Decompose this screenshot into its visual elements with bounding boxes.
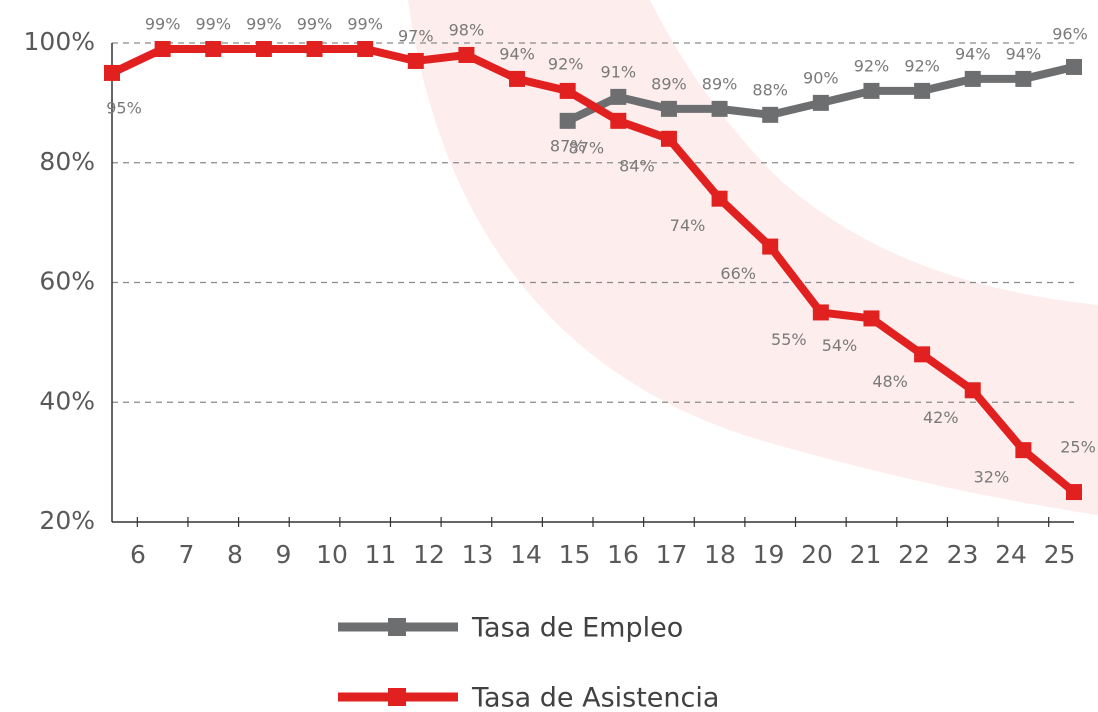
- legend-label: Tasa de Asistencia: [471, 683, 719, 712]
- y-tick-label: 80%: [39, 147, 95, 176]
- x-tick-label: 20: [801, 540, 833, 569]
- point-marker: [1066, 484, 1082, 501]
- point-marker: [812, 94, 829, 111]
- data-label: 74%: [670, 216, 706, 235]
- point-marker: [762, 238, 779, 255]
- x-tick-label: 9: [276, 540, 292, 569]
- data-label: 90%: [803, 68, 839, 87]
- y-tick-label: 100%: [24, 27, 95, 56]
- point-marker: [1015, 70, 1032, 87]
- data-label: 96%: [1052, 24, 1088, 43]
- data-label: 66%: [720, 264, 756, 283]
- point-marker: [812, 304, 829, 321]
- point-marker: [1066, 58, 1082, 75]
- legend-label: Tasa de Empleo: [471, 613, 683, 644]
- y-tick-label: 60%: [39, 267, 95, 296]
- data-label: 32%: [974, 468, 1010, 487]
- series-line: [110, 44, 1077, 496]
- x-tick-label: 11: [365, 540, 397, 569]
- legend: Tasa de Empleo Tasa de Asistencia: [338, 613, 719, 712]
- data-label: 89%: [651, 74, 687, 93]
- x-tick-label: 25: [1044, 540, 1076, 569]
- data-label: 99%: [195, 14, 231, 33]
- x-tick-label: 14: [510, 540, 542, 569]
- x-tick-label: 16: [607, 540, 639, 569]
- x-tick-label: 13: [462, 540, 494, 569]
- point-marker: [1015, 442, 1032, 459]
- point-marker: [610, 88, 627, 105]
- x-tick-label: 10: [316, 540, 348, 569]
- data-label: 48%: [872, 372, 908, 391]
- point-marker: [711, 190, 728, 207]
- point-marker: [104, 64, 120, 81]
- point-marker: [559, 82, 576, 99]
- point-marker: [660, 100, 677, 117]
- point-marker: [407, 52, 424, 69]
- data-label: 88%: [752, 80, 788, 99]
- y-tick-label: 40%: [39, 386, 95, 415]
- data-label: 54%: [822, 336, 858, 355]
- point-marker: [255, 40, 272, 57]
- x-tick-label: 17: [656, 540, 688, 569]
- point-marker: [863, 310, 880, 327]
- data-label: 87%: [550, 136, 586, 155]
- x-tick-label: 23: [947, 540, 979, 569]
- x-tick-label: 22: [898, 540, 930, 569]
- point-marker: [914, 346, 931, 363]
- point-marker: [711, 100, 728, 117]
- data-label: 92%: [854, 56, 890, 75]
- point-marker: [458, 46, 475, 63]
- point-marker: [154, 40, 171, 57]
- data-label: 95%: [106, 98, 142, 117]
- data-label: 94%: [955, 44, 991, 63]
- point-marker: [509, 70, 526, 87]
- data-label: 55%: [771, 330, 807, 349]
- point-marker: [205, 40, 222, 57]
- x-tick-label: 18: [704, 540, 736, 569]
- background-band: [408, 0, 1098, 515]
- x-tick-label: 24: [995, 540, 1027, 569]
- data-label: 98%: [449, 20, 485, 39]
- legend-marker: [388, 618, 406, 636]
- data-label: 87%: [569, 138, 605, 157]
- data-label: 99%: [347, 14, 383, 33]
- point-marker: [964, 70, 981, 87]
- x-tick-label: 19: [753, 540, 785, 569]
- data-label: 92%: [548, 54, 584, 73]
- point-marker: [762, 106, 779, 123]
- legend-marker: [388, 688, 406, 706]
- point-marker: [610, 112, 627, 129]
- data-label: 94%: [499, 44, 535, 63]
- data-label: 91%: [601, 62, 637, 81]
- x-tick-label: 6: [130, 540, 146, 569]
- x-tick-label: 12: [413, 540, 445, 569]
- data-label: 94%: [1006, 44, 1042, 63]
- data-label: 92%: [904, 56, 940, 75]
- point-marker: [306, 40, 323, 57]
- point-marker: [863, 82, 880, 99]
- point-marker: [357, 40, 374, 57]
- point-marker: [660, 130, 677, 147]
- x-tick-label: 21: [850, 540, 882, 569]
- y-tick-label: 20%: [39, 506, 95, 535]
- point-marker: [914, 82, 931, 99]
- data-label: 99%: [246, 14, 282, 33]
- point-marker: [559, 112, 576, 129]
- data-label: 97%: [398, 26, 434, 45]
- data-label: 25%: [1060, 438, 1096, 457]
- point-marker: [964, 382, 981, 399]
- data-label: 84%: [619, 156, 655, 175]
- data-label: 42%: [923, 408, 959, 427]
- x-tick-label: 15: [559, 540, 591, 569]
- x-tick-label: 7: [179, 540, 195, 569]
- x-tick-label: 8: [227, 540, 243, 569]
- data-label: 99%: [297, 14, 333, 33]
- data-label: 99%: [145, 14, 181, 33]
- data-label: 89%: [702, 74, 738, 93]
